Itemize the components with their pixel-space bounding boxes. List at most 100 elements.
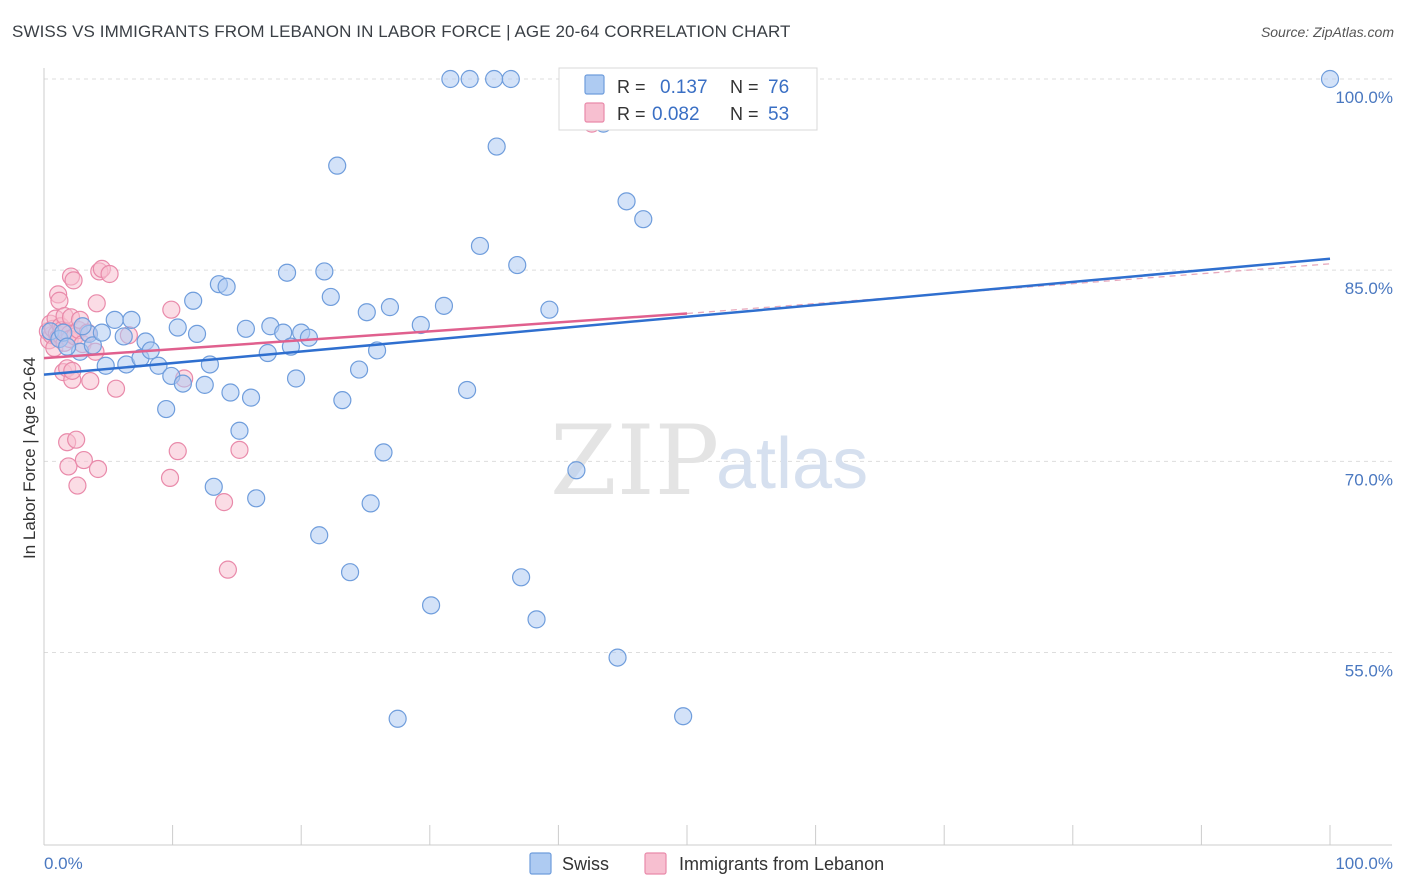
legend-r-value-lebanon: 0.082 [652, 104, 700, 125]
swiss-point-45 [340, 563, 360, 582]
swiss-point-53 [411, 315, 430, 335]
swiss-point-6 [92, 323, 111, 342]
swiss-trendline [43, 257, 1331, 376]
swiss-point-46 [349, 360, 369, 379]
swiss-point-74 [73, 317, 92, 336]
y-tick-label-2: 85.0% [1345, 279, 1393, 298]
legend-n-label-swiss: N = [730, 77, 759, 97]
source-label: Source: ZipAtlas.com [1260, 24, 1394, 40]
swiss-point-24 [204, 477, 223, 496]
swiss-point-16 [157, 399, 176, 419]
lebanon-point-34 [74, 450, 93, 470]
swiss-point-70 [617, 192, 636, 211]
watermark: ZIP atlas [550, 405, 868, 517]
swiss-point-55 [434, 296, 454, 315]
swiss-point-30 [241, 388, 261, 407]
legend-n-label-lebanon: N = [730, 104, 759, 124]
swiss-point-58 [460, 69, 479, 89]
legend-swatch-lebanon [584, 102, 605, 123]
swiss-point-61 [487, 137, 506, 156]
lebanon-point-20 [59, 457, 78, 476]
swiss-point-73 [1320, 69, 1340, 89]
swiss-point-9 [114, 327, 133, 346]
bottom-legend-label-swiss: Swiss [562, 854, 609, 874]
lebanon-point-36 [81, 371, 100, 391]
bottom-legend-label-lebanon: Immigrants from Lebanon [679, 854, 884, 874]
lebanon-point-10 [50, 291, 69, 310]
swiss-point-29 [236, 319, 256, 338]
legend-box: R = 0.137 N = 76 R = 0.082 N = 53 [558, 67, 818, 131]
legend-n-value-swiss: 76 [768, 77, 789, 98]
lebanon-point-30 [68, 476, 87, 495]
swiss-point-42 [321, 287, 340, 307]
y-tick-label-1: 70.0% [1345, 470, 1393, 489]
swiss-point-19 [173, 374, 192, 393]
swiss-point-67 [567, 461, 586, 480]
swiss-point-22 [195, 375, 214, 394]
swiss-point-69 [608, 648, 627, 667]
swiss-point-35 [277, 263, 297, 282]
swiss-point-60 [485, 69, 504, 89]
bottom-legend-swatch-swiss [529, 852, 552, 875]
x-tick-label-right: 100.0% [1335, 854, 1393, 873]
y-tick-label-0: 55.0% [1345, 662, 1393, 681]
swiss-point-51 [380, 298, 400, 317]
y-tick-label-3: 100.0% [1335, 88, 1393, 107]
swiss-point-57 [457, 380, 477, 400]
lebanon-point-51 [230, 440, 249, 459]
swiss-point-62 [501, 69, 520, 89]
swiss-point-39 [299, 328, 319, 347]
swiss-point-52 [388, 709, 407, 728]
trend-layer [43, 257, 1331, 376]
bottom-legend-swatch-lebanon [644, 852, 667, 875]
swiss-point-40 [310, 526, 329, 545]
swiss-point-27 [221, 383, 240, 402]
swiss-point-43 [328, 156, 347, 175]
chart-title: SWISS VS IMMIGRANTS FROM LEBANON IN LABO… [12, 22, 791, 41]
legend-r-value-swiss: 0.137 [660, 77, 708, 98]
swiss-point-8 [105, 310, 124, 329]
swiss-point-50 [374, 443, 393, 462]
swiss-point-64 [512, 568, 531, 587]
lebanon-point-29 [67, 430, 86, 449]
lebanon-point-45 [160, 468, 180, 488]
swiss-point-37 [286, 369, 306, 388]
swiss-point-21 [187, 324, 207, 343]
lebanon-point-46 [162, 300, 181, 319]
swiss-point-48 [361, 494, 380, 513]
lebanon-point-47 [168, 442, 187, 461]
swiss-point-28 [230, 421, 249, 440]
y-axis-label: In Labor Force | Age 20-64 [20, 357, 39, 559]
swiss-point-56 [441, 69, 460, 89]
swiss-point-66 [540, 300, 559, 319]
swiss-point-75 [58, 337, 77, 356]
lebanon-trendline [43, 312, 688, 360]
axis-layer: 55.0% 70.0% 85.0% 100.0% [43, 68, 1393, 846]
swiss-point-18 [168, 318, 187, 337]
watermark-atlas: atlas [716, 424, 868, 504]
lebanon-points [38, 114, 601, 579]
x-tick-label-left: 0.0% [44, 854, 83, 873]
swiss-point-59 [470, 236, 490, 256]
swiss-point-20 [184, 291, 203, 310]
lebanon-point-39 [88, 459, 108, 479]
swiss-point-72 [674, 707, 693, 726]
legend-r-label-lebanon: R = [617, 104, 646, 124]
bottom-legend: Swiss Immigrants from Lebanon [529, 852, 884, 875]
swiss-point-31 [247, 489, 266, 508]
legend-r-label-swiss: R = [617, 77, 646, 97]
swiss-points [41, 69, 1340, 728]
lebanon-point-42 [100, 264, 119, 284]
lebanon-point-27 [64, 271, 83, 290]
lebanon-point-38 [87, 294, 106, 313]
swiss-point-47 [357, 303, 376, 322]
swiss-point-71 [634, 210, 653, 229]
swiss-point-65 [527, 610, 546, 629]
swiss-point-7 [96, 356, 115, 375]
grid-layer [44, 78, 1392, 653]
swiss-point-54 [421, 596, 441, 615]
legend-swatch-swiss [584, 74, 605, 95]
swiss-point-26 [217, 277, 236, 296]
swiss-point-44 [333, 391, 352, 410]
